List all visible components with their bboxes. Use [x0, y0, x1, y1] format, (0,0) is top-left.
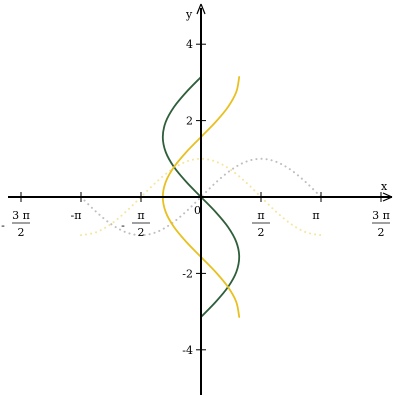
x-tick-label: -3 π 2 [1, 209, 31, 239]
x-tick-numerator: 3 π [12, 209, 30, 222]
x-tick-label: π2 [252, 209, 271, 239]
x-axis-label: x [381, 180, 388, 193]
y-axis-label: y [185, 8, 193, 21]
x-tick-label: -π 2 [121, 209, 150, 239]
x-tick-denominator: 2 [258, 226, 265, 239]
axes: x y 0 [8, 3, 393, 395]
y-tick-label: -4 [182, 344, 193, 357]
origin-label: 0 [194, 204, 201, 217]
y-tick-label: 4 [186, 38, 193, 51]
x-tick-numerator: π [137, 209, 144, 222]
x-tick-denominator: 2 [18, 226, 25, 239]
x-tick-numerator: π [257, 209, 264, 222]
x-tick-denominator: 2 [377, 226, 384, 239]
y-axis-arrow [196, 3, 206, 15]
x-tick-sign: - [121, 219, 125, 232]
series-line-1 [79, 157, 323, 237]
y-tick-label: 2 [186, 115, 193, 128]
x-tick-numerator: 3 π [372, 209, 390, 222]
x-axis-arrow [382, 192, 393, 202]
x-tick-sign: - [1, 219, 5, 232]
y-tick-label: -2 [182, 267, 193, 280]
x-tick-label: 3 π2 [371, 209, 390, 239]
x-tick-label: -π [71, 209, 82, 222]
series-line-2 [79, 157, 323, 237]
x-tick-label: π [312, 209, 319, 222]
x-tick-denominator: 2 [137, 226, 144, 239]
